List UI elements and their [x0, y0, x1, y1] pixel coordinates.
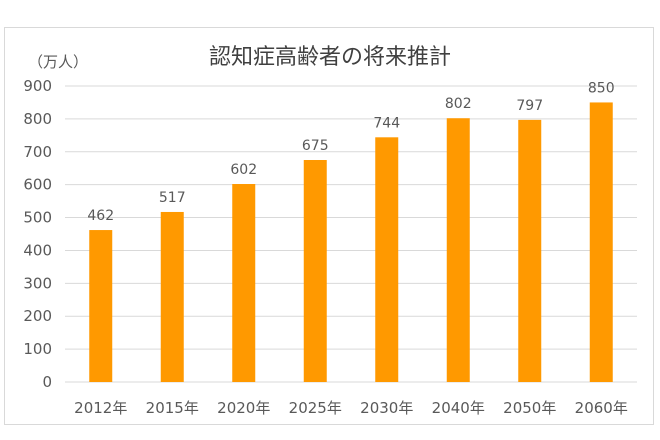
data-label: 517: [159, 190, 186, 206]
chart-title: 認知症高齢者の将来推計: [209, 45, 451, 70]
y-tick-label: 400: [23, 241, 52, 259]
bar-2025年: [303, 160, 327, 382]
bar-2060年: [589, 102, 613, 382]
bar-2040年: [446, 118, 470, 382]
data-label: 675: [302, 138, 329, 154]
y-tick-label: 800: [23, 110, 52, 128]
bar-2015年: [160, 211, 184, 382]
y-tick-label: 700: [23, 143, 52, 161]
data-label: 602: [230, 162, 257, 178]
y-tick-label: 300: [23, 274, 52, 292]
data-label: 802: [445, 96, 472, 112]
bar-2050年: [518, 119, 542, 383]
bar-2012年: [89, 230, 113, 382]
y-tick-label: 600: [23, 176, 52, 194]
x-tick-label: 2025年: [289, 399, 342, 417]
y-tick-label: 100: [23, 340, 52, 358]
bar-2020年: [232, 184, 256, 382]
x-tick-label: 2030年: [360, 399, 413, 417]
y-tick-label: 900: [23, 77, 52, 95]
y-tick-label: 200: [23, 307, 52, 325]
x-tick-label: 2020年: [217, 399, 270, 417]
data-label: 850: [588, 80, 615, 96]
chart-frame: [4, 27, 654, 425]
bar-2030年: [375, 137, 399, 382]
y-tick-label: 500: [23, 209, 52, 227]
x-tick-label: 2015年: [146, 399, 199, 417]
data-label: 797: [516, 98, 543, 114]
x-tick-label: 2050年: [503, 399, 556, 417]
x-tick-label: 2040年: [432, 399, 485, 417]
x-tick-label: 2060年: [575, 399, 628, 417]
y-axis-unit-label: （万人）: [28, 53, 88, 71]
y-tick-label: 0: [42, 373, 52, 391]
x-tick-label: 2012年: [74, 399, 127, 417]
data-label: 744: [373, 115, 400, 131]
data-label: 462: [87, 208, 114, 224]
